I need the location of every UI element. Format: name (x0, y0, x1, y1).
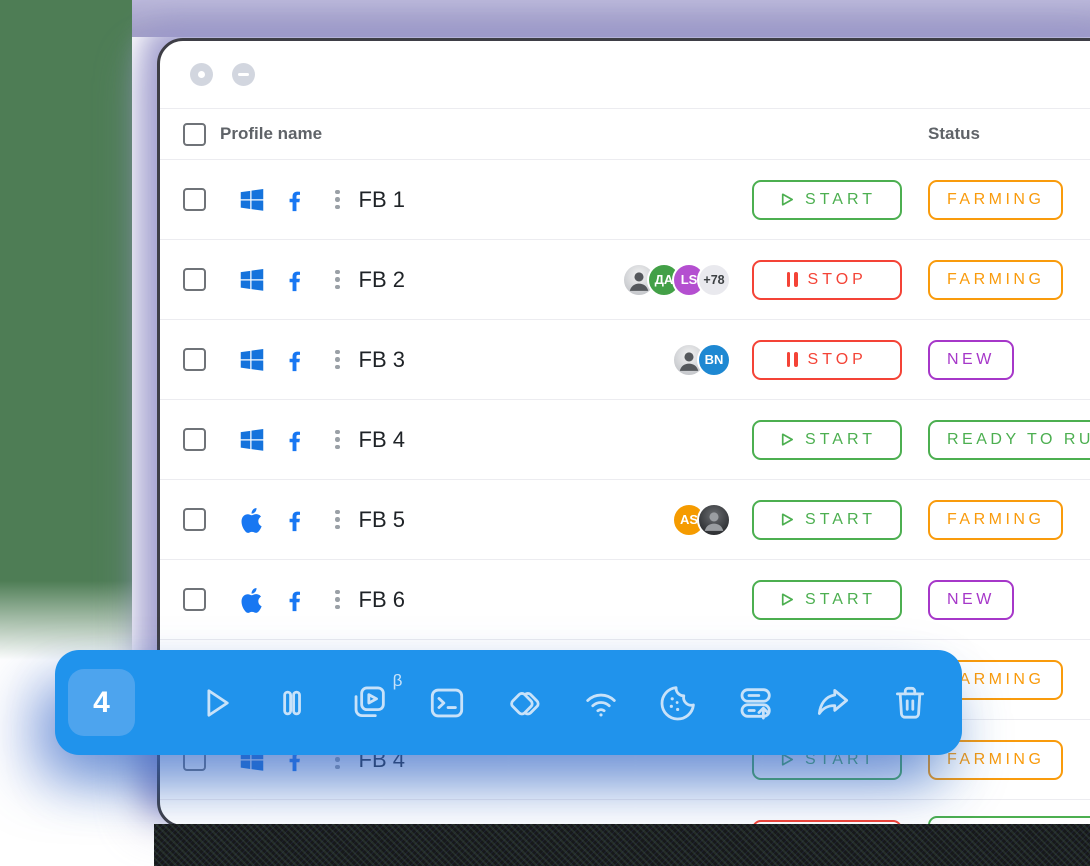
profile-name: FB 4 (358, 426, 405, 452)
table-row[interactable]: FB 4 START READY TO RUN (160, 400, 1090, 480)
profile-name: FB 5 (358, 506, 405, 532)
facebook-icon (289, 351, 300, 371)
window-titlebar (160, 41, 1090, 108)
row-checkbox[interactable] (183, 188, 206, 211)
shared-users-avatars: AS (672, 502, 731, 537)
pause-icon[interactable] (270, 681, 314, 725)
person-photo-icon (704, 511, 724, 531)
table-row[interactable]: FB 1 START FARMING (160, 160, 1090, 240)
status-badge[interactable]: READY TO RUN (928, 419, 1090, 460)
facebook-icon (289, 511, 300, 531)
row-checkbox[interactable] (183, 588, 206, 611)
profile-name: FB 2 (358, 266, 405, 292)
windows-icon (240, 428, 264, 451)
background-top-band (132, 0, 1090, 37)
apple-icon (241, 587, 262, 613)
start-button[interactable]: START (752, 499, 902, 540)
table-row[interactable]: FB 5 AS START FARMING (160, 480, 1090, 560)
profile-name: FB 6 (358, 586, 405, 612)
proxy-upload-icon[interactable] (734, 681, 778, 725)
table-row[interactable]: STOP (160, 800, 1090, 825)
pause-icon (787, 272, 798, 287)
row-menu-icon[interactable] (331, 266, 344, 294)
window-minimize-button[interactable] (232, 63, 255, 86)
wifi-icon[interactable] (579, 681, 623, 725)
shared-users-avatars: ДА LS +78 (622, 262, 731, 297)
facebook-icon (289, 271, 300, 291)
windows-icon (240, 348, 264, 371)
row-checkbox[interactable] (183, 428, 206, 451)
row-checkbox[interactable] (183, 508, 206, 531)
row-menu-icon[interactable] (331, 586, 344, 614)
row-menu-icon[interactable] (331, 506, 344, 534)
play-icon (781, 193, 794, 206)
shared-users-avatars (647, 822, 731, 825)
play-icon (781, 593, 794, 606)
windows-icon (240, 268, 264, 291)
profile-name-header: Profile name (220, 124, 323, 143)
status-badge[interactable]: NEW (928, 339, 1014, 380)
play-icon[interactable] (193, 681, 237, 725)
table-header: Profile name Status (160, 108, 1090, 160)
avatar (697, 502, 731, 537)
row-menu-icon[interactable] (331, 426, 344, 454)
row-menu-icon[interactable] (331, 346, 344, 374)
status-badge[interactable]: FARMING (928, 739, 1064, 780)
facebook-icon (289, 591, 300, 611)
automation-icon[interactable]: β (347, 671, 402, 725)
status-badge[interactable]: FARMING (928, 179, 1064, 220)
stop-button[interactable]: STOP (752, 259, 902, 300)
avatar: BN (697, 342, 731, 377)
status-badge[interactable] (928, 816, 1090, 825)
dot-icon (198, 71, 205, 78)
shared-users-avatars: BN (672, 342, 731, 377)
beta-badge: β (392, 670, 403, 690)
play-icon (781, 513, 794, 526)
start-button[interactable]: START (752, 179, 902, 220)
table-row[interactable]: FB 6 START NEW (160, 560, 1090, 640)
window-dot-circle-button[interactable] (190, 63, 213, 86)
start-button[interactable]: START (752, 579, 902, 620)
status-header: Status (928, 124, 980, 143)
row-checkbox[interactable] (183, 268, 206, 291)
profile-name: FB 3 (358, 346, 405, 372)
trash-icon[interactable] (888, 681, 932, 725)
stop-button[interactable]: STOP (752, 339, 902, 380)
minus-icon (238, 73, 249, 76)
facebook-icon (289, 191, 300, 211)
row-checkbox[interactable] (183, 348, 206, 371)
status-badge[interactable]: NEW (928, 579, 1014, 620)
table-row[interactable]: FB 2 ДА LS +78 STOP FARMING (160, 240, 1090, 320)
status-badge[interactable]: FARMING (928, 499, 1064, 540)
apple-icon (241, 507, 262, 533)
avatar-overflow-count[interactable]: +78 (697, 262, 731, 297)
row-menu-icon[interactable] (331, 186, 344, 214)
pause-icon (787, 352, 798, 367)
play-icon (781, 753, 794, 766)
selected-count-badge: 4 (68, 669, 135, 736)
start-button[interactable]: START (752, 419, 902, 460)
cookie-icon[interactable] (656, 681, 700, 725)
tags-icon[interactable] (502, 681, 546, 725)
facebook-icon (289, 431, 300, 451)
profile-name: FB 1 (358, 186, 405, 212)
windows-icon (240, 188, 264, 211)
terminal-icon[interactable] (425, 681, 469, 725)
background-green-strip (0, 0, 132, 660)
bulk-actions-toolbar: 4 β (55, 650, 962, 755)
select-all-checkbox[interactable] (183, 122, 206, 146)
status-badge[interactable]: FARMING (928, 259, 1064, 300)
table-row[interactable]: FB 3 BN STOP NEW (160, 320, 1090, 400)
bottom-dark-band (154, 824, 1090, 866)
share-icon[interactable] (811, 681, 855, 725)
play-icon (781, 433, 794, 446)
